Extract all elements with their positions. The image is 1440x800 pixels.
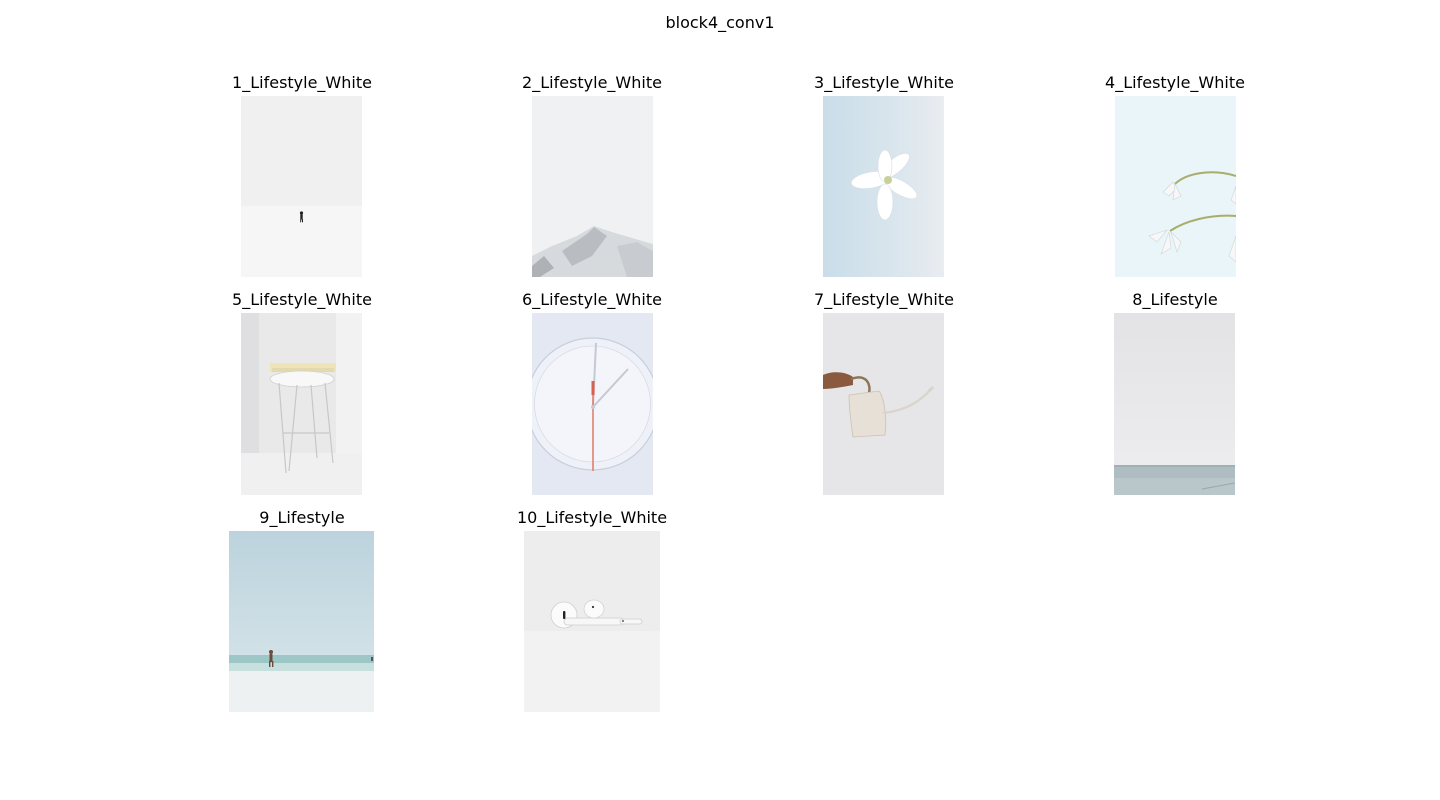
panel-3-title-wrap: 3_Lifestyle_White (764, 74, 1004, 92)
panel-10-title: 10_Lifestyle_White (516, 508, 668, 527)
panel-2-title: 2_Lifestyle_White (522, 73, 662, 92)
panel-9-image (229, 531, 374, 712)
panel-3-title: 3_Lifestyle_White (814, 73, 954, 92)
panel-7-title-wrap: 7_Lifestyle_White (764, 291, 1004, 309)
panel-5-title-wrap: 5_Lifestyle_White (182, 291, 422, 309)
panel-1-image (241, 96, 362, 277)
panel-4-image (1115, 96, 1236, 277)
panel-4-title: 4_Lifestyle_White (1105, 73, 1245, 92)
panel-8-title: 8_Lifestyle (1132, 290, 1218, 309)
panel-1-title: 1_Lifestyle_White (232, 73, 372, 92)
panel-4-title-wrap: 4_Lifestyle_White (1055, 74, 1295, 92)
panel-3-image (823, 96, 944, 277)
panel-1-title-wrap: 1_Lifestyle_White (182, 74, 422, 92)
panel-6-image (532, 313, 653, 495)
panel-6-title-wrap: 6_Lifestyle_White (472, 291, 712, 309)
panel-2-image (532, 96, 653, 277)
panel-2-title-wrap: 2_Lifestyle_White (472, 74, 712, 92)
panel-6-title: 6_Lifestyle_White (522, 290, 662, 309)
panel-8-title-wrap: 8_Lifestyle (1055, 291, 1295, 309)
panel-7-title: 7_Lifestyle_White (814, 290, 954, 309)
panel-9-title: 9_Lifestyle (259, 508, 345, 527)
panel-5-image (241, 313, 362, 495)
panel-5-title: 5_Lifestyle_White (232, 290, 372, 309)
panel-8-image (1114, 313, 1235, 495)
panel-10-image (524, 531, 660, 712)
figure-title: block4_conv1 (665, 13, 775, 32)
panel-10-title-wrap: 10_Lifestyle_White (472, 509, 712, 527)
panel-9-title-wrap: 9_Lifestyle (182, 509, 422, 527)
panel-7-image (823, 313, 944, 495)
